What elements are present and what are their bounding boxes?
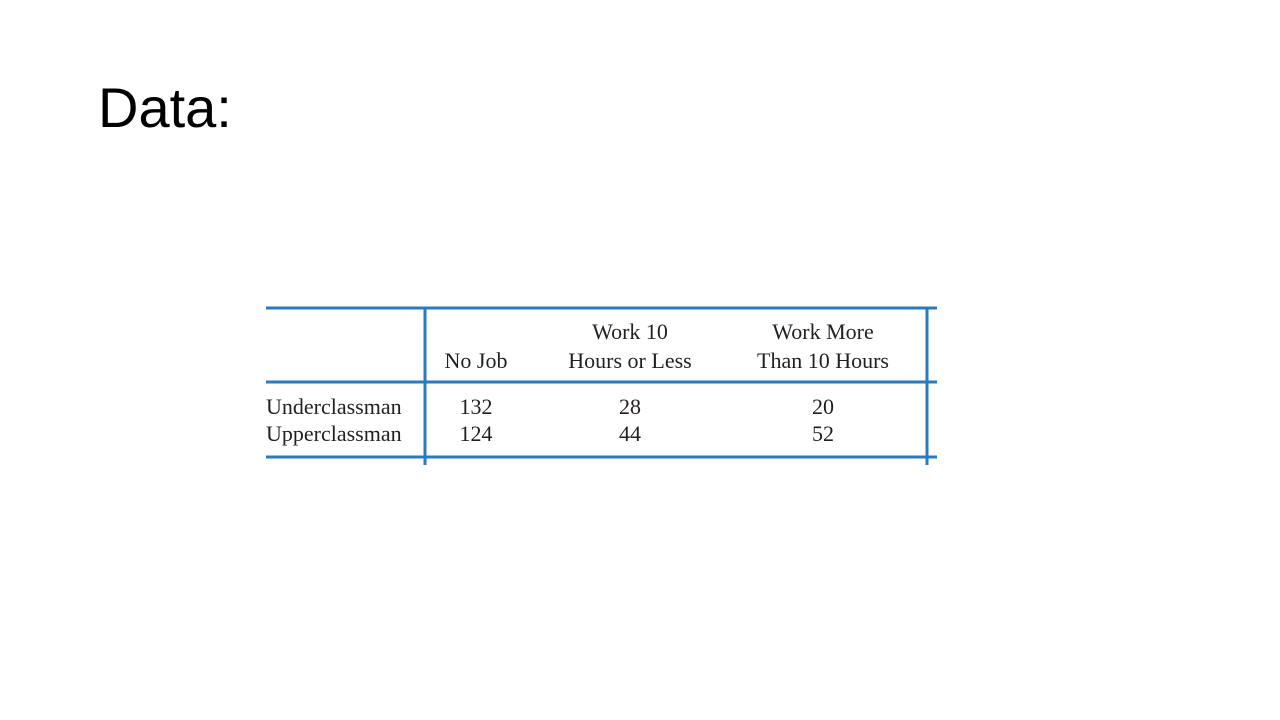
column-header: Hours or Less	[568, 348, 691, 373]
table-cell: 20	[812, 394, 834, 419]
table-cell: 124	[460, 421, 493, 446]
column-header: Work 10	[592, 319, 668, 344]
column-header: Work More	[772, 319, 873, 344]
column-header: No Job	[445, 348, 508, 373]
table-cell: 28	[619, 394, 641, 419]
table-cell: 132	[460, 394, 493, 419]
row-label: Upperclassman	[266, 421, 402, 446]
column-header: Than 10 Hours	[757, 348, 889, 373]
table-rules	[266, 306, 937, 465]
slide-title: Data:	[98, 76, 232, 139]
table-cell: 44	[619, 421, 641, 446]
row-label: Underclassman	[266, 394, 402, 419]
table-cell: 52	[812, 421, 834, 446]
